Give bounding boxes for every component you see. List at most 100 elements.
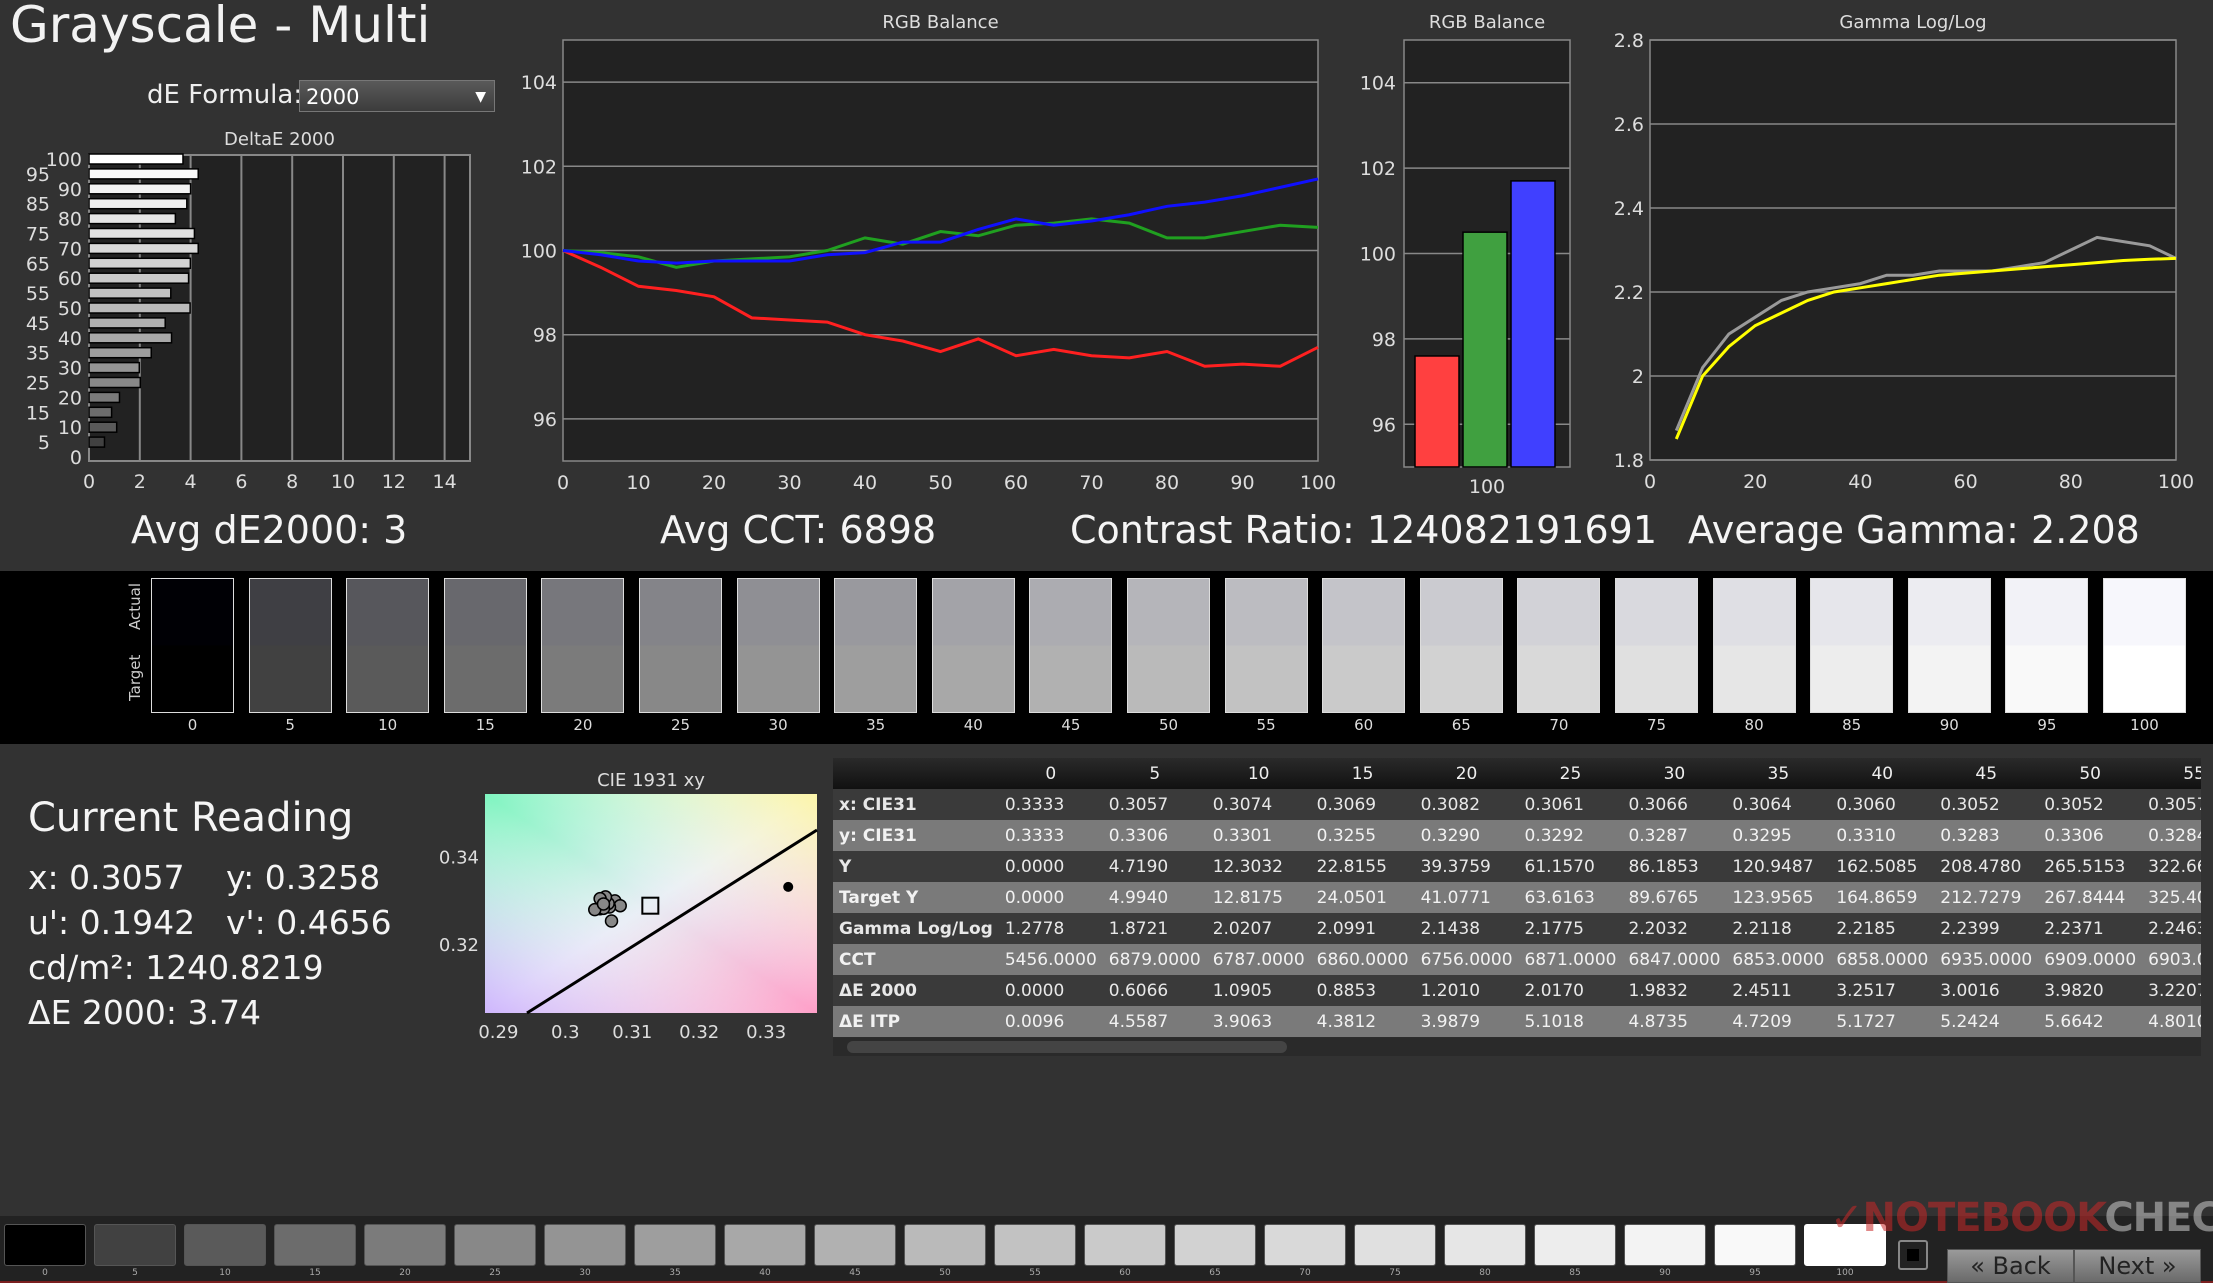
de-formula-dropdown[interactable]: 2000 ▼ (299, 80, 495, 112)
x-tick-label: 0.3 (551, 1022, 580, 1043)
y-tick-label: 2 (1632, 366, 1644, 388)
patch-button-55[interactable] (994, 1224, 1076, 1266)
row-label: ΔE 2000 (833, 975, 999, 1006)
table-cell: 0.3069 (1310, 789, 1415, 820)
avg-gamma-stat: Average Gamma: 2.208 (1688, 508, 2140, 552)
patch-button-60[interactable] (1084, 1224, 1166, 1266)
row-label: CCT (833, 944, 999, 975)
horizontal-scrollbar[interactable] (833, 1038, 2201, 1056)
patch-button-5[interactable] (94, 1224, 176, 1266)
y-tick-label: 85 (26, 194, 50, 216)
table-cell: 0.3292 (1518, 820, 1623, 851)
table-cell: 0.3082 (1414, 789, 1519, 820)
table-cell: 6847.0000 (1622, 944, 1727, 975)
x-tick-label: 0 (557, 472, 569, 494)
patch-button-95[interactable] (1714, 1224, 1796, 1266)
gamma-chart: 1.8 2 2.2 2.4 2.6 2.8 0 20 40 60 80 100 (1614, 30, 2194, 493)
x-tick-label: 2 (134, 471, 146, 493)
swatch-55 (1224, 578, 1308, 713)
patch-button-75[interactable] (1354, 1224, 1436, 1266)
table-cell: 0.3061 (1518, 789, 1623, 820)
y-tick-label: 100 (521, 241, 557, 263)
table-cell: 3.9879 (1414, 1006, 1519, 1037)
y-tick-label: 100 (1360, 244, 1396, 266)
patch-button-40[interactable] (724, 1224, 806, 1266)
table-row: y: CIE31 0.3333 0.3306 0.3301 0.3255 0.3290 0.… (833, 820, 2201, 851)
patch-button-15[interactable] (274, 1224, 356, 1266)
deltae-bar (88, 361, 141, 374)
deltae-bar (88, 302, 191, 314)
table-cell: 2.2032 (1622, 913, 1727, 944)
patch-label: 15 (309, 1268, 321, 1278)
patch-button-35[interactable] (634, 1224, 716, 1266)
swatch-0 (151, 578, 234, 713)
column-header: 55 (2142, 758, 2201, 789)
patch-button-45[interactable] (814, 1224, 896, 1266)
x-tick-label: 20 (1743, 471, 1767, 493)
patch-button-10[interactable] (184, 1224, 266, 1266)
rgb-balance-chart: 96 98 100 102 104 0 10 20 30 40 50 60 70 80 90 100 (521, 39, 1336, 494)
table-cell: 0.3306 (2038, 820, 2143, 851)
patch-label: 85 (1569, 1268, 1581, 1278)
patch-button-25[interactable] (454, 1224, 536, 1266)
patch-button-70[interactable] (1264, 1224, 1346, 1266)
swatch-50 (1127, 578, 1210, 713)
table-cell: 325.4064 (2142, 882, 2201, 913)
patch-button-20[interactable] (364, 1224, 446, 1266)
scrollbar-thumb[interactable] (847, 1041, 1287, 1053)
patch-button-100[interactable] (1804, 1224, 1886, 1266)
back-button[interactable]: « Back (1947, 1249, 2074, 1283)
x-tick-label: 60 (1004, 472, 1028, 494)
row-label: Y (833, 851, 999, 882)
rgb-balance-title: RGB Balance (882, 12, 999, 33)
patch-button-0[interactable] (4, 1224, 86, 1266)
table-cell: 0.3066 (1622, 789, 1727, 820)
swatch-label: 50 (1158, 716, 1179, 734)
y-tick-label: 2.8 (1614, 30, 1644, 52)
y-tick-label: 102 (521, 156, 557, 178)
black-point (783, 881, 794, 892)
measurement-table: 05101520253035404550556065x: CIE310.3333… (833, 758, 2201, 1056)
patch-button-65[interactable] (1174, 1224, 1256, 1266)
deltae-bar (88, 153, 184, 165)
patch-label: 10 (219, 1268, 231, 1278)
patch-button-30[interactable] (544, 1224, 626, 1266)
row-label: y: CIE31 (833, 820, 999, 851)
table-cell: 0.0096 (998, 1006, 1103, 1037)
table-cell: 0.3255 (1310, 820, 1415, 851)
table-cell: 3.2207 (2142, 975, 2201, 1006)
y-tick-label: 20 (58, 387, 82, 409)
swatch-35 (834, 578, 918, 713)
patch-button-50[interactable] (904, 1224, 986, 1266)
patch-label: 5 (132, 1268, 138, 1278)
y-tick-label: 25 (26, 373, 50, 395)
patch-selector-bar: 0 5 10 15 20 25 30 35 40 45 50 55 60 65 70 75 80 85 90 95 10… (0, 1216, 2213, 1283)
table-cell: 12.3032 (1206, 851, 1311, 882)
column-header: 15 (1310, 758, 1415, 789)
column-header: 30 (1622, 758, 1727, 789)
table-cell: 1.2010 (1414, 975, 1519, 1006)
patch-button-85[interactable] (1534, 1224, 1616, 1266)
table-cell: 4.7190 (1102, 851, 1207, 882)
patch-button-90[interactable] (1624, 1224, 1706, 1266)
x-tick-label: 100 (2158, 471, 2194, 493)
x-tick-label: 0 (83, 471, 95, 493)
y-tick-label: 30 (58, 358, 82, 380)
swatch-label: 40 (963, 716, 983, 734)
table-cell: 162.5085 (1830, 851, 1935, 882)
next-button[interactable]: Next » (2074, 1249, 2201, 1283)
y-tick-label: 98 (1372, 329, 1396, 351)
table-cell: 0.8853 (1310, 975, 1415, 1006)
patch-label: 55 (1029, 1268, 1041, 1278)
stop-button[interactable] (1898, 1240, 1928, 1270)
x-tick-label: 12 (382, 471, 406, 493)
table-cell: 0.3074 (1206, 789, 1311, 820)
table-cell: 22.8155 (1310, 851, 1415, 882)
table-cell: 4.7209 (1726, 1006, 1831, 1037)
table-cell: 2.0207 (1206, 913, 1311, 944)
patch-label: 25 (489, 1268, 501, 1278)
patch-button-80[interactable] (1444, 1224, 1526, 1266)
de-formula-value: 2000 (306, 85, 360, 109)
table-cell: 0.3301 (1206, 820, 1311, 851)
y-tick-label: 2.6 (1614, 114, 1644, 136)
